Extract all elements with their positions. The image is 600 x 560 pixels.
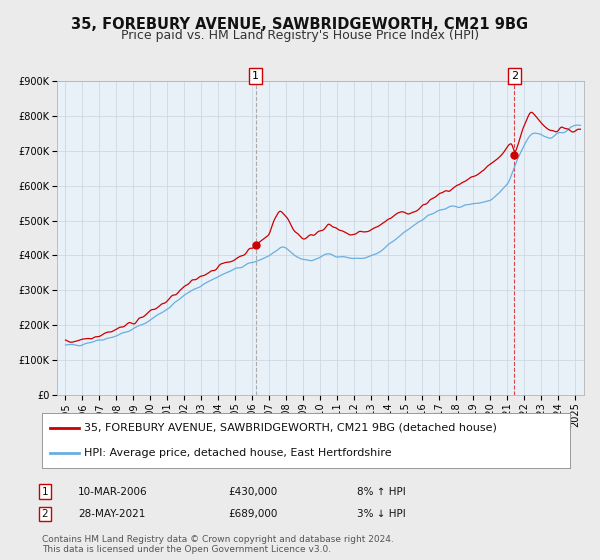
Text: 1: 1 bbox=[41, 487, 49, 497]
Text: 35, FOREBURY AVENUE, SAWBRIDGEWORTH, CM21 9BG (detached house): 35, FOREBURY AVENUE, SAWBRIDGEWORTH, CM2… bbox=[84, 423, 497, 432]
Text: £689,000: £689,000 bbox=[228, 509, 277, 519]
Text: 10-MAR-2006: 10-MAR-2006 bbox=[78, 487, 148, 497]
Text: 8% ↑ HPI: 8% ↑ HPI bbox=[357, 487, 406, 497]
Text: 1: 1 bbox=[252, 71, 259, 81]
Text: Contains HM Land Registry data © Crown copyright and database right 2024.
This d: Contains HM Land Registry data © Crown c… bbox=[42, 535, 394, 554]
Text: 35, FOREBURY AVENUE, SAWBRIDGEWORTH, CM21 9BG: 35, FOREBURY AVENUE, SAWBRIDGEWORTH, CM2… bbox=[71, 17, 529, 32]
Text: Price paid vs. HM Land Registry's House Price Index (HPI): Price paid vs. HM Land Registry's House … bbox=[121, 29, 479, 42]
Text: 3% ↓ HPI: 3% ↓ HPI bbox=[357, 509, 406, 519]
Text: £430,000: £430,000 bbox=[228, 487, 277, 497]
Text: 2: 2 bbox=[511, 71, 518, 81]
Text: HPI: Average price, detached house, East Hertfordshire: HPI: Average price, detached house, East… bbox=[84, 448, 392, 458]
Text: 28-MAY-2021: 28-MAY-2021 bbox=[78, 509, 145, 519]
Text: 2: 2 bbox=[41, 509, 49, 519]
